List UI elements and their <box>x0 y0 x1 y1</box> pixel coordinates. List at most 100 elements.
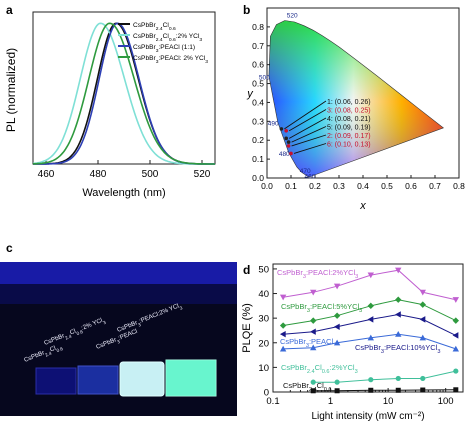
x-tick-label: 0.1 <box>285 181 297 191</box>
cie-point-label: 5: (0.09, 0.19) <box>327 125 371 132</box>
data-point <box>310 289 317 296</box>
data-point <box>419 301 426 308</box>
x-tick-label: 520 <box>194 169 211 180</box>
x-tick-label: 500 <box>142 169 159 180</box>
data-point <box>279 322 287 329</box>
point-arrow <box>284 100 327 130</box>
x-tick-label: 0.8 <box>453 181 465 191</box>
data-point <box>310 317 317 324</box>
plot-frame <box>32 11 216 165</box>
series-label: CsPbBr3:PEACl:10%YCl3 <box>355 343 440 355</box>
data-point <box>420 375 426 382</box>
x-tick-label: 460 <box>38 169 55 180</box>
data-point <box>395 296 402 303</box>
y-tick-label: 20 <box>258 338 269 349</box>
x-axis-label: Wavelength (nm) <box>82 187 165 199</box>
panel-c: c CsPbBr2.4Cl0.6 CsPbBr2.4Cl0.6:2% YCl3 … <box>0 212 237 424</box>
y-tick-label: 0.7 <box>252 41 264 51</box>
cie-point-label: 2: (0.09, 0.17) <box>327 133 371 140</box>
data-point <box>452 297 460 303</box>
series-line <box>283 313 457 336</box>
y-tick-label: 0.4 <box>252 97 264 107</box>
cie-point-label: 6: (0.10, 0.13) <box>327 142 371 149</box>
y-tick-label: 0.5 <box>252 79 264 89</box>
data-point <box>395 387 401 393</box>
legend-entry: CsPbBr3:PEACl (1:1) <box>133 44 195 54</box>
data-point <box>367 316 374 323</box>
x-axis-label: x <box>359 200 366 212</box>
y-tick-label: 0.0 <box>252 173 264 183</box>
cie-point <box>286 140 291 144</box>
data-point <box>334 388 340 394</box>
data-point <box>279 330 286 338</box>
panel-letter: a <box>6 3 13 17</box>
data-point <box>419 334 426 341</box>
series-label: CsPbBr2.4Cl0.6 <box>283 381 332 393</box>
panel-letter: d <box>243 263 250 277</box>
series-label: CsPbBr3:PEACl:5%YCl3 <box>281 302 362 314</box>
data-point <box>367 302 374 310</box>
wavelength-label: 480 <box>279 151 290 158</box>
sample-slide-2 <box>77 365 119 395</box>
series-label: CsPbBr3:PEACl:2%YCl3 <box>277 268 358 280</box>
panel-letter: b <box>243 3 250 17</box>
data-point <box>310 379 316 385</box>
series-line <box>313 389 456 392</box>
series-label: CsPbBr2.4Cl0.6:2%YCl3 <box>281 363 358 375</box>
data-point <box>395 375 401 382</box>
point-arrow <box>293 143 327 154</box>
sample-slide-1 <box>35 367 77 395</box>
data-point <box>367 334 374 341</box>
y-axis-label: PLQE (%) <box>241 303 253 353</box>
sample-slide-3 <box>119 361 165 397</box>
spectral-locus <box>268 20 445 178</box>
data-point <box>395 330 402 337</box>
x-tick-label: 480 <box>90 169 107 180</box>
data-point <box>420 387 426 393</box>
y-tick-label: 0.8 <box>252 22 264 32</box>
data-point <box>452 345 460 352</box>
y-tick-label: 50 <box>258 264 269 275</box>
cie-point-label: 4: (0.08, 0.21) <box>327 116 371 123</box>
x-tick-label: 100 <box>438 396 454 407</box>
y-tick-label: 0.6 <box>252 60 264 70</box>
cie-point <box>289 151 293 156</box>
data-point <box>333 283 341 290</box>
x-tick-label: 0.6 <box>405 181 417 191</box>
y-tick-label: 0.2 <box>252 135 264 145</box>
plot-frame <box>272 263 464 393</box>
x-tick-label: 0.3 <box>333 181 345 191</box>
sample-photo: c CsPbBr2.4Cl0.6 CsPbBr2.4Cl0.6:2% YCl3 … <box>0 241 237 416</box>
cie-chart: b 0.0 0.1 0.2 0.3 0.4 0.5 0.6 0.7 0.8 0.0 0.1 0.2 0.… <box>243 3 465 212</box>
series-label: CsPbBr3:PEACl <box>280 337 333 349</box>
legend-entry: CsPbBr2.4Cl0.6:2% YCl3 <box>133 33 202 43</box>
x-tick-label: 0.7 <box>429 181 441 191</box>
y-tick-label: 40 <box>258 289 269 300</box>
y-tick-label: 0 <box>264 388 269 399</box>
data-point <box>395 311 401 318</box>
series-line <box>313 370 456 383</box>
point-arrow <box>291 134 327 147</box>
x-tick-label: 1 <box>328 396 333 407</box>
panel-a: a 460 480 500 520 CsPbBr2.4Cl0.6 CsPbBr2.4Cl… <box>0 0 237 212</box>
x-tick-label: 0.1 <box>266 396 279 407</box>
wavelength-label: 470 <box>300 168 311 175</box>
wavelength-label: 520 <box>287 12 298 19</box>
data-point <box>452 317 460 324</box>
data-point <box>279 294 287 301</box>
panel-letter: c <box>6 241 13 255</box>
x-tick-label: 0.4 <box>357 181 369 191</box>
data-point <box>368 387 374 393</box>
wavelength-label: 490 <box>268 120 279 127</box>
data-point <box>368 377 374 383</box>
data-point <box>279 345 287 352</box>
data-point <box>453 387 459 393</box>
plqe-chart: d 0.1 1 10 100 0 10 20 30 40 50 CsPbBr3:PEACl:2%Y… <box>241 263 464 422</box>
cie-point <box>284 136 288 141</box>
data-point <box>310 328 316 335</box>
cie-point <box>286 144 291 148</box>
cie-point <box>279 127 284 131</box>
legend-entry: CsPbBr3:PEACl: 2% YCl3 <box>133 55 208 65</box>
sample-slide-4 <box>165 359 217 397</box>
y-axis-label: PL (normalized) <box>4 48 18 132</box>
